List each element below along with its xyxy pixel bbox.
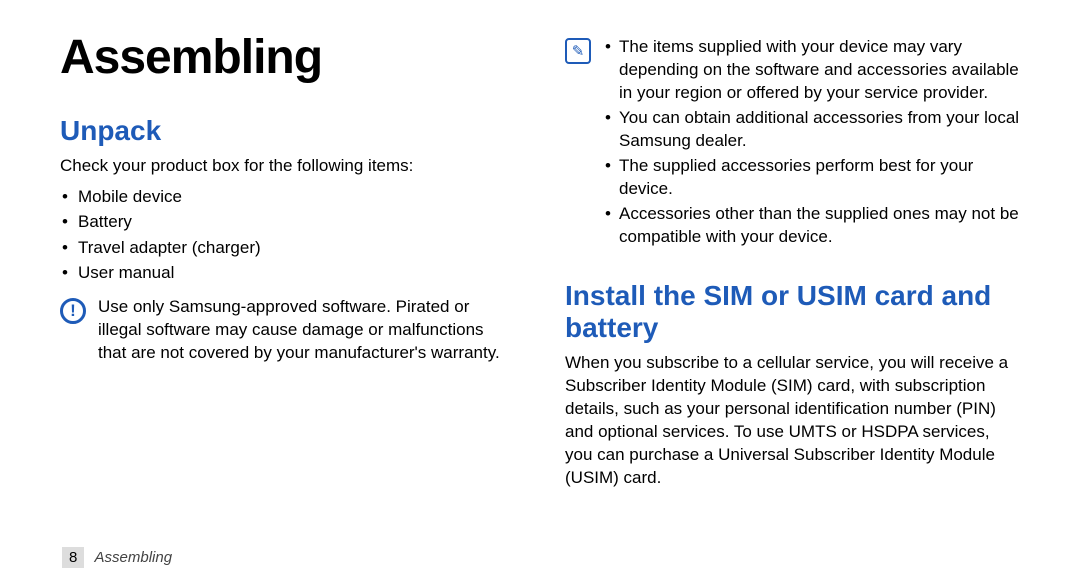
right-column: ✎ The items supplied with your device ma…	[565, 30, 1020, 494]
warning-note: ! Use only Samsung-approved software. Pi…	[60, 296, 515, 365]
list-item: Mobile device	[60, 184, 515, 210]
info-text-list: The items supplied with your device may …	[603, 36, 1020, 250]
page-columns: Assembling Unpack Check your product box…	[60, 30, 1020, 494]
info-item: The items supplied with your device may …	[603, 36, 1020, 105]
page-footer: 8 Assembling	[62, 547, 172, 568]
footer-section-name: Assembling	[95, 549, 173, 566]
install-body: When you subscribe to a cellular service…	[565, 352, 1020, 490]
install-heading: Install the SIM or USIM card and battery	[565, 280, 1020, 344]
warning-text: Use only Samsung-approved software. Pira…	[98, 296, 515, 365]
info-item: You can obtain additional accessories fr…	[603, 107, 1020, 153]
page-number: 8	[62, 547, 84, 568]
info-item: The supplied accessories perform best fo…	[603, 155, 1020, 201]
unpack-list: Mobile device Battery Travel adapter (ch…	[60, 184, 515, 286]
list-item: User manual	[60, 260, 515, 286]
left-column: Assembling Unpack Check your product box…	[60, 30, 515, 494]
unpack-intro: Check your product box for the following…	[60, 155, 515, 178]
info-item: Accessories other than the supplied ones…	[603, 203, 1020, 249]
unpack-heading: Unpack	[60, 115, 515, 147]
warning-icon: !	[60, 298, 86, 324]
page-title: Assembling	[60, 30, 515, 85]
list-item: Battery	[60, 209, 515, 235]
list-item: Travel adapter (charger)	[60, 235, 515, 261]
info-icon: ✎	[565, 38, 591, 64]
info-note: ✎ The items supplied with your device ma…	[565, 36, 1020, 250]
